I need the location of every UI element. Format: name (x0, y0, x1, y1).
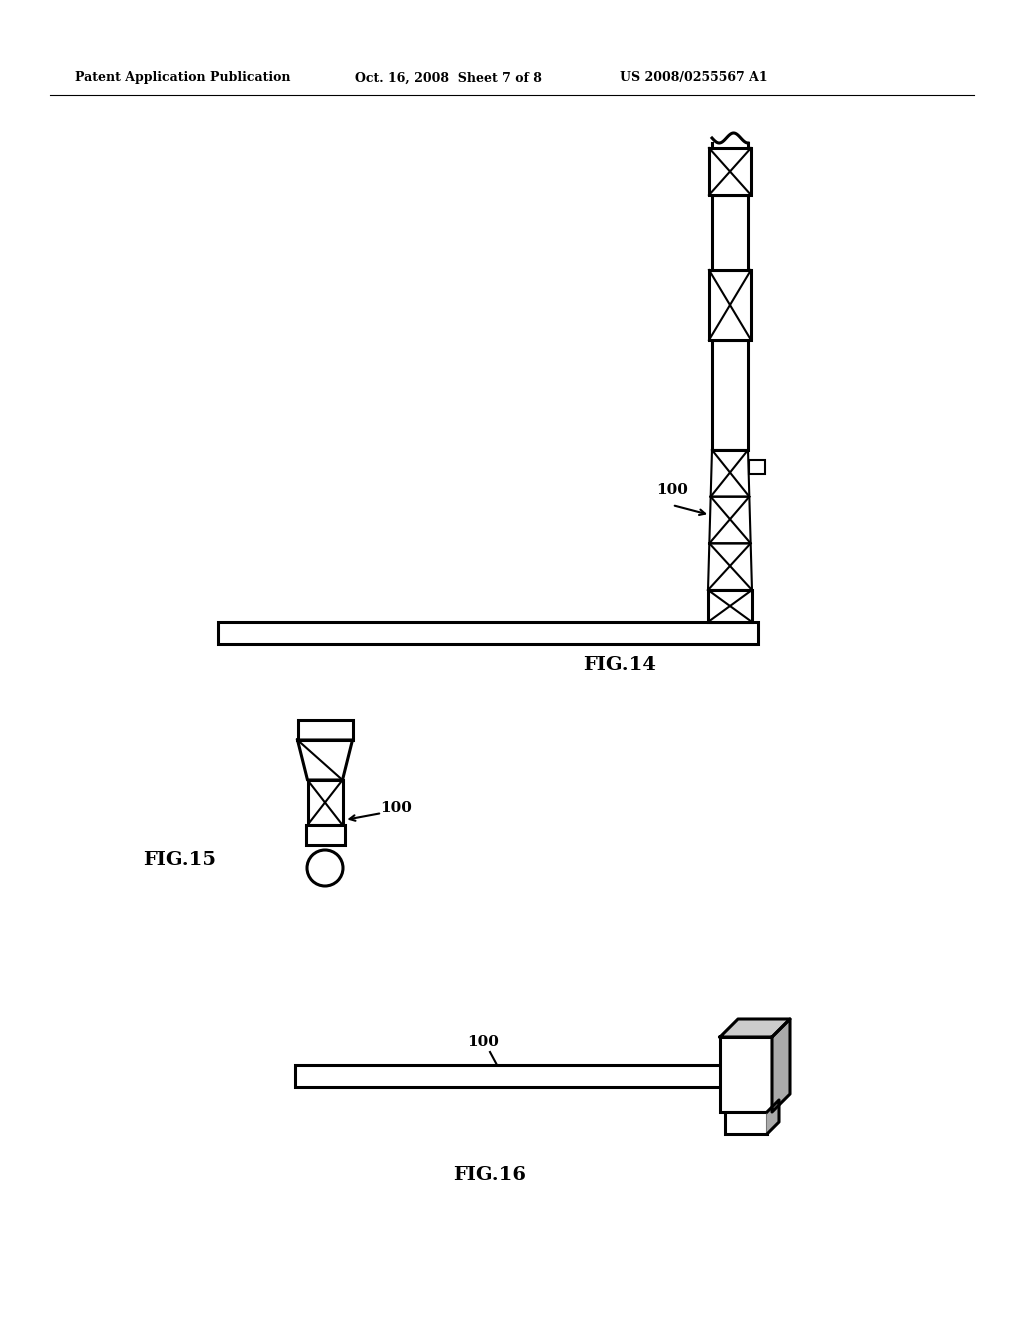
Bar (305, 825, 344, 845)
Text: Oct. 16, 2008  Sheet 7 of 8: Oct. 16, 2008 Sheet 7 of 8 (355, 71, 542, 84)
Bar (712, 195, 748, 271)
Bar (709, 271, 751, 341)
Text: 100: 100 (656, 483, 688, 498)
Bar (295, 1065, 725, 1086)
Text: US 2008/0255567 A1: US 2008/0255567 A1 (620, 71, 768, 84)
Bar (712, 341, 748, 450)
Bar (709, 148, 751, 195)
Polygon shape (720, 1019, 790, 1038)
Bar (749, 459, 765, 474)
Text: FIG.15: FIG.15 (143, 851, 216, 869)
Bar (725, 1111, 767, 1134)
Bar (307, 780, 342, 825)
Bar (298, 719, 352, 741)
Text: 100: 100 (467, 1035, 499, 1049)
Text: Patent Application Publication: Patent Application Publication (75, 71, 291, 84)
Text: FIG.16: FIG.16 (454, 1166, 526, 1184)
Bar (218, 622, 758, 644)
Bar (708, 590, 752, 622)
Circle shape (307, 850, 343, 886)
Bar (720, 1038, 772, 1111)
Text: 100: 100 (380, 801, 412, 814)
Polygon shape (772, 1019, 790, 1111)
Polygon shape (767, 1100, 779, 1134)
Text: FIG.14: FIG.14 (584, 656, 656, 675)
